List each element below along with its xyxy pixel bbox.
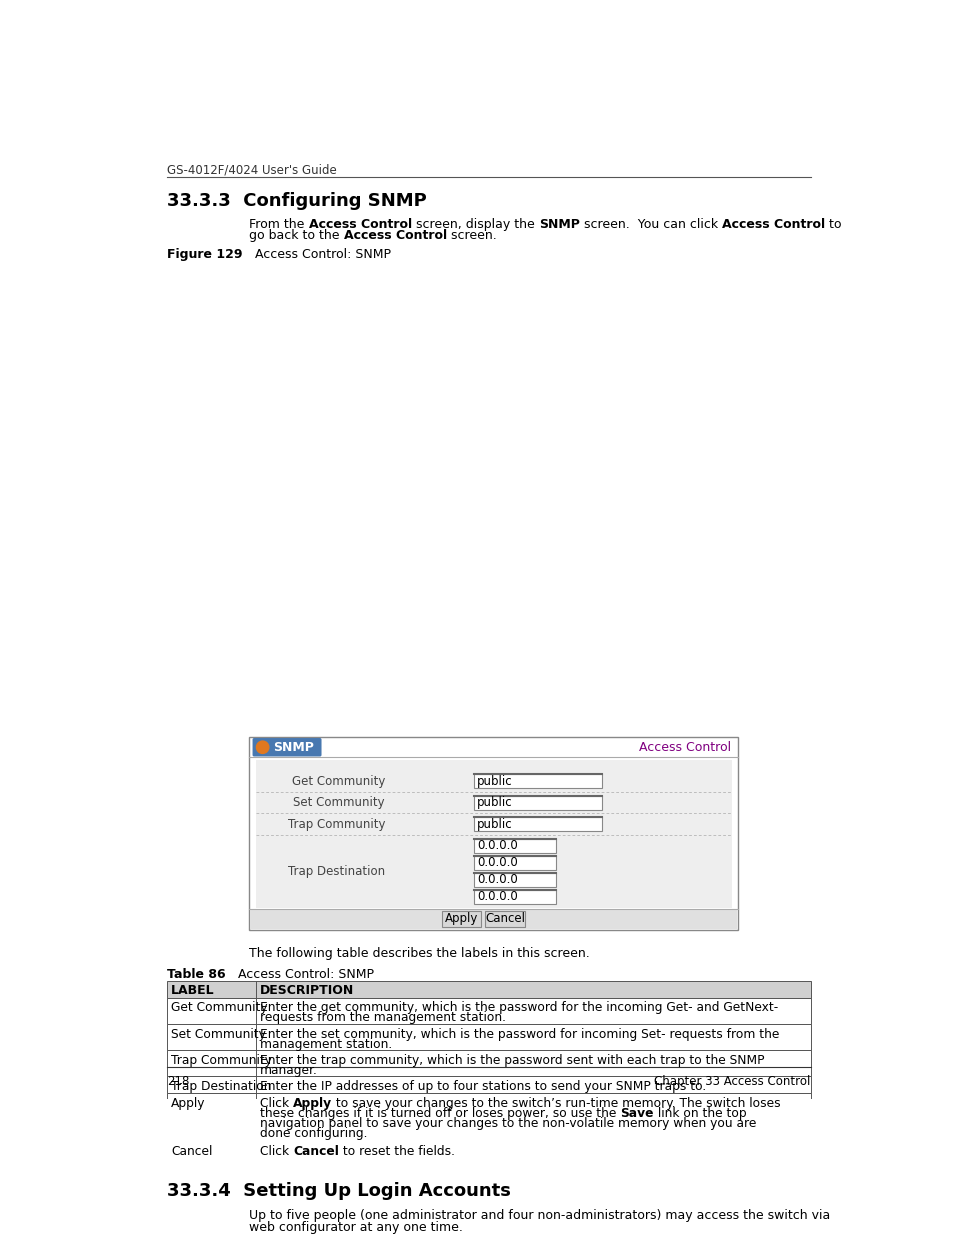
Text: public: public xyxy=(476,818,513,831)
Text: Enter the trap community, which is the password sent with each trap to the SNMP: Enter the trap community, which is the p… xyxy=(260,1053,764,1067)
Text: Trap Destination: Trap Destination xyxy=(171,1079,272,1093)
Text: to save your changes to the switch’s run-time memory. The switch loses: to save your changes to the switch’s run… xyxy=(332,1097,781,1110)
Bar xyxy=(474,795,601,810)
Text: 33.3.4  Setting Up Login Accounts: 33.3.4 Setting Up Login Accounts xyxy=(167,1182,511,1200)
Text: 0.0.0.0: 0.0.0.0 xyxy=(476,873,517,887)
Text: Access Control: Access Control xyxy=(344,228,447,242)
Text: Up to five people (one administrator and four non-administrators) may access the: Up to five people (one administrator and… xyxy=(249,1209,830,1223)
Text: Set Community: Set Community xyxy=(294,797,385,809)
Text: Access Control: Access Control xyxy=(309,217,412,231)
Text: to: to xyxy=(824,217,841,231)
Text: requests from the management station.: requests from the management station. xyxy=(260,1011,506,1024)
Bar xyxy=(474,873,555,887)
Bar xyxy=(474,818,601,831)
Bar xyxy=(167,1093,810,1141)
Text: 0.0.0.0: 0.0.0.0 xyxy=(476,890,517,903)
FancyBboxPatch shape xyxy=(253,739,321,757)
Text: Access Control: SNMP: Access Control: SNMP xyxy=(226,968,374,982)
Bar xyxy=(167,1076,810,1093)
Text: to reset the fields.: to reset the fields. xyxy=(339,1145,455,1157)
Text: SNMP: SNMP xyxy=(273,741,314,753)
FancyBboxPatch shape xyxy=(442,911,480,926)
Text: Trap Community: Trap Community xyxy=(287,818,385,831)
Text: Click: Click xyxy=(260,1145,293,1157)
Text: done configuring.: done configuring. xyxy=(260,1126,368,1140)
Text: The following table describes the labels in this screen.: The following table describes the labels… xyxy=(249,947,590,960)
Bar xyxy=(474,856,555,869)
Text: Cancel: Cancel xyxy=(171,1145,213,1157)
Text: Apply: Apply xyxy=(293,1097,332,1110)
Text: screen.: screen. xyxy=(447,228,497,242)
FancyBboxPatch shape xyxy=(484,911,525,926)
Circle shape xyxy=(256,741,269,753)
Bar xyxy=(250,909,736,929)
Text: Get Community: Get Community xyxy=(171,1002,268,1014)
Text: Get Community: Get Community xyxy=(292,774,385,788)
Bar xyxy=(167,998,810,1024)
Text: navigation panel to save your changes to the non-volatile memory when you are: navigation panel to save your changes to… xyxy=(260,1116,756,1130)
Text: Trap Destination: Trap Destination xyxy=(288,864,385,878)
Text: Chapter 33 Access Control: Chapter 33 Access Control xyxy=(654,1074,810,1088)
Text: Cancel: Cancel xyxy=(485,913,525,925)
Text: From the: From the xyxy=(249,217,309,231)
Text: Cancel: Cancel xyxy=(293,1145,339,1157)
Text: GS-4012F/4024 User's Guide: GS-4012F/4024 User's Guide xyxy=(167,163,336,177)
Text: public: public xyxy=(476,774,513,788)
Text: Enter the get community, which is the password for the incoming Get- and GetNext: Enter the get community, which is the pa… xyxy=(260,1002,778,1014)
Text: Set Community: Set Community xyxy=(171,1028,266,1041)
Text: screen.  You can click: screen. You can click xyxy=(579,217,720,231)
Text: Enter the set community, which is the password for incoming Set- requests from t: Enter the set community, which is the pa… xyxy=(260,1028,779,1041)
Bar xyxy=(474,889,555,904)
Text: Apply: Apply xyxy=(445,913,478,925)
Text: link on the top: link on the top xyxy=(654,1107,746,1120)
Text: DESCRIPTION: DESCRIPTION xyxy=(260,984,355,998)
Bar xyxy=(249,737,737,930)
Text: 218: 218 xyxy=(167,1074,190,1088)
Text: these changes if it is turned off or loses power, so use the: these changes if it is turned off or los… xyxy=(260,1107,619,1120)
Text: web configurator at any one time.: web configurator at any one time. xyxy=(249,1221,463,1234)
Text: Table 86: Table 86 xyxy=(167,968,226,982)
Text: management station.: management station. xyxy=(260,1037,392,1051)
Text: public: public xyxy=(476,797,513,809)
Text: SNMP: SNMP xyxy=(538,217,579,231)
Text: 33.3.3  Configuring SNMP: 33.3.3 Configuring SNMP xyxy=(167,193,427,210)
Text: Access Control: Access Control xyxy=(639,741,731,753)
Bar xyxy=(474,774,601,788)
Text: manager.: manager. xyxy=(260,1063,318,1077)
Text: Access Control: Access Control xyxy=(720,217,824,231)
Text: Click: Click xyxy=(260,1097,293,1110)
Text: Save: Save xyxy=(619,1107,654,1120)
Bar xyxy=(167,1141,810,1157)
Text: Trap Community: Trap Community xyxy=(171,1053,272,1067)
Bar xyxy=(167,981,810,998)
Text: LABEL: LABEL xyxy=(171,984,214,998)
Text: Figure 129: Figure 129 xyxy=(167,247,243,261)
Bar xyxy=(474,839,555,852)
Text: Enter the IP addresses of up to four stations to send your SNMP traps to.: Enter the IP addresses of up to four sta… xyxy=(260,1079,706,1093)
Bar xyxy=(167,1050,810,1076)
Text: go back to the: go back to the xyxy=(249,228,344,242)
Text: screen, display the: screen, display the xyxy=(412,217,538,231)
Text: 0.0.0.0: 0.0.0.0 xyxy=(476,840,517,852)
Text: 0.0.0.0: 0.0.0.0 xyxy=(476,856,517,869)
Bar xyxy=(167,1024,810,1050)
Bar xyxy=(255,761,731,908)
Text: Apply: Apply xyxy=(171,1097,206,1110)
Text: Access Control: SNMP: Access Control: SNMP xyxy=(243,247,391,261)
